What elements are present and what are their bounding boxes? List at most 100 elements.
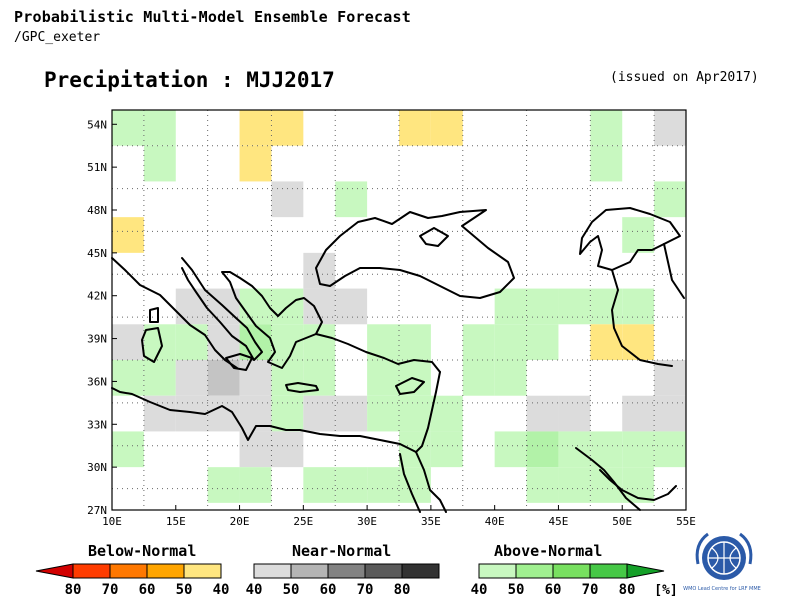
x-tick-label: 45E xyxy=(549,515,569,528)
forecast-cell xyxy=(622,395,655,432)
coast-caspian-east xyxy=(663,243,685,299)
forecast-cell xyxy=(430,431,463,468)
legend-tick: 50 xyxy=(508,582,525,598)
forecast-cell xyxy=(654,181,686,218)
wmo-logo-icon xyxy=(695,532,753,580)
forecast-cell xyxy=(526,324,559,360)
forecast-cell xyxy=(399,110,431,146)
legend-tick: 50 xyxy=(283,582,300,598)
forecast-cell xyxy=(526,288,559,325)
coast-crimea xyxy=(419,227,449,247)
forecast-source: /GPC_exeter xyxy=(14,30,101,45)
x-tick-label: 20E xyxy=(230,515,250,528)
forecast-cell xyxy=(143,145,176,182)
logo-text: WMO Lead Centre for LRF MME xyxy=(683,586,761,592)
forecast-cell xyxy=(494,431,527,468)
forecast-cell xyxy=(112,431,144,468)
legend-tick: 40 xyxy=(246,582,263,598)
legend-tick: 60 xyxy=(139,582,156,598)
legend-tick: 50 xyxy=(176,582,193,598)
forecast-cell xyxy=(367,360,399,396)
y-tick-label: 51N xyxy=(87,161,107,174)
legend-swatch xyxy=(327,563,366,579)
coast-sardinia xyxy=(141,327,163,363)
forecast-cell xyxy=(654,395,686,432)
legend-swatch xyxy=(109,563,148,579)
forecast-cell xyxy=(399,324,431,360)
forecast-cell xyxy=(654,110,686,146)
forecast-title: Probabilistic Multi-Model Ensemble Forec… xyxy=(14,8,411,26)
x-tick-label: 25E xyxy=(293,515,313,528)
coast-cyprus xyxy=(395,377,425,395)
legend-swatch xyxy=(478,563,517,579)
legend-swatch xyxy=(364,563,403,579)
forecast-cell xyxy=(654,431,686,468)
forecast-cell xyxy=(207,467,240,503)
legend-tick: 70 xyxy=(582,582,599,598)
forecast-cell xyxy=(271,395,304,432)
coast-levant xyxy=(415,371,441,453)
coast-corsica xyxy=(149,307,159,323)
legend-swatch xyxy=(183,563,222,579)
x-tick-label: 15E xyxy=(166,515,186,528)
map-axes: 10E 15E 20E 25E 30E 35E 40E 45E 50E 55E 27N 30N 33N 3… xyxy=(87,109,696,528)
coast-black-sea xyxy=(315,209,515,299)
forecast-cell xyxy=(494,324,527,360)
forecast-cell xyxy=(175,288,208,325)
legend-swatch xyxy=(401,563,440,579)
forecast-cell xyxy=(590,110,623,146)
x-tick-label: 35E xyxy=(421,515,441,528)
legend-swatch xyxy=(146,563,185,579)
forecast-cell xyxy=(303,324,336,360)
forecast-cell xyxy=(239,145,272,182)
forecast-cell xyxy=(367,467,399,503)
forecast-cell xyxy=(271,181,304,218)
forecast-cell xyxy=(303,288,336,325)
forecast-cell xyxy=(590,324,623,360)
coast-red-sea-west xyxy=(399,453,421,513)
legend-below-label: Below-Normal xyxy=(88,542,197,560)
legend-above-label: Above-Normal xyxy=(494,542,603,560)
forecast-cell xyxy=(112,324,144,360)
coast-sicily xyxy=(225,353,253,371)
y-tick-label: 42N xyxy=(87,290,107,303)
forecast-cell xyxy=(303,360,336,396)
legend-tick: 60 xyxy=(320,582,337,598)
forecast-cell xyxy=(239,467,272,503)
forecast-cell xyxy=(430,110,463,146)
coast-caspian xyxy=(579,207,681,271)
forecast-cell xyxy=(462,360,495,396)
x-tick-label: 40E xyxy=(485,515,505,528)
y-tick-label: 33N xyxy=(87,418,107,431)
y-tick-label: 45N xyxy=(87,247,107,260)
forecast-cell xyxy=(271,431,304,468)
y-tick-label: 27N xyxy=(87,504,107,517)
forecast-cell xyxy=(622,431,655,468)
coast-caspian-south xyxy=(611,269,673,367)
legend-tick: 60 xyxy=(545,582,562,598)
forecast-cell xyxy=(239,110,272,146)
forecast-cell xyxy=(590,431,623,468)
legend-tick: 80 xyxy=(619,582,636,598)
forecast-cell xyxy=(239,431,272,468)
forecast-cell xyxy=(558,288,591,325)
legend-tick: 40 xyxy=(471,582,488,598)
forecast-cell xyxy=(622,288,655,325)
y-tick-label: 30N xyxy=(87,461,107,474)
coast-persian-gulf xyxy=(575,447,641,511)
forecast-cell xyxy=(239,360,272,396)
legend-tick: 80 xyxy=(65,582,82,598)
forecast-cell xyxy=(399,395,431,432)
forecast-cell xyxy=(271,110,304,146)
legend-tick: 40 xyxy=(213,582,230,598)
coast-europe-north xyxy=(111,257,238,369)
forecast-cell xyxy=(175,324,208,360)
forecast-cell xyxy=(207,395,240,432)
forecast-cell xyxy=(335,288,368,325)
legend-tick: 70 xyxy=(102,582,119,598)
x-tick-label: 50E xyxy=(612,515,632,528)
map-frame xyxy=(111,109,687,511)
forecast-cell xyxy=(558,467,591,503)
x-tick-label: 10E xyxy=(102,515,122,528)
forecast-cell xyxy=(271,324,304,360)
